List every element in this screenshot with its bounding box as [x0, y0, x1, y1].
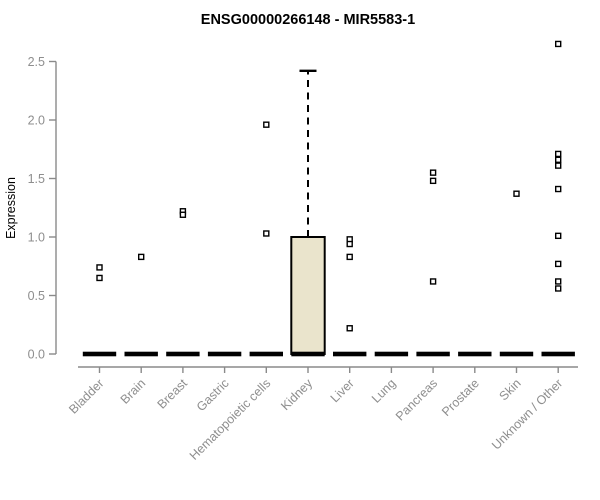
median-line-brain	[124, 351, 158, 357]
y-tick-label: 1.5	[28, 172, 45, 186]
x-tick-label-gastric: Gastric	[194, 376, 232, 414]
x-tick-label-liver: Liver	[328, 376, 357, 405]
outlier-point-liver	[346, 240, 353, 248]
outlier-point-pancreas	[429, 169, 437, 176]
outlier-point-brain	[137, 253, 145, 261]
y-tick-label: 1.0	[28, 231, 45, 245]
outlier-point-breast	[179, 211, 187, 218]
x-tick-label-lung: Lung	[369, 376, 399, 406]
median-line-liver	[333, 351, 367, 357]
y-axis-label: Expression	[4, 177, 18, 239]
x-tick-label-skin: Skin	[497, 376, 524, 403]
x-tick-label-bladder: Bladder	[66, 376, 106, 416]
outlier-point-unknown-other	[555, 156, 562, 163]
median-line-gastric	[207, 351, 242, 357]
x-tick-label-kidney: Kidney	[278, 376, 315, 413]
outlier-point-pancreas	[429, 177, 437, 185]
median-line-pancreas	[416, 351, 450, 357]
outlier-point-unknown-other	[555, 40, 562, 48]
median-line-prostate	[458, 351, 492, 357]
outlier-point-unknown-other	[555, 278, 562, 285]
plot-area: 0.0 0.5 1.0 1.5 2.0 2.5 Bladder Brain Breast Gast…	[28, 40, 578, 463]
y-tick-label: 2.0	[28, 114, 45, 128]
x-tick-label-pancreas: Pancreas	[393, 376, 440, 423]
median-line-skin	[499, 351, 534, 357]
y-tick-label: 0.0	[28, 348, 45, 362]
median-line-lung	[374, 351, 409, 357]
outlier-point-unknown-other	[555, 260, 562, 268]
x-tick-label-breast: Breast	[155, 376, 191, 412]
y-tick-label: 0.5	[28, 289, 45, 303]
median-line-kidney	[291, 351, 325, 357]
outlier-point-unknown-other	[555, 185, 562, 193]
median-line-breast	[166, 351, 200, 357]
y-tick-label: 2.5	[28, 55, 45, 69]
x-tick-label-prostate: Prostate	[439, 376, 482, 419]
chart-title: ENSG00000266148 - MIR5583-1	[201, 12, 415, 28]
outlier-point-bladder	[96, 264, 103, 271]
median-line-hematopoietic-cells	[249, 351, 283, 357]
outlier-point-unknown-other	[555, 150, 562, 158]
outlier-point-liver	[346, 253, 353, 261]
x-tick-label-hematopoietic-cells: Hematopoietic cells	[187, 376, 274, 463]
outlier-point-hematopoietic-cells	[263, 121, 270, 128]
x-tick-label-brain: Brain	[118, 376, 149, 407]
outlier-point-skin	[513, 190, 520, 197]
outlier-point-unknown-other	[555, 162, 562, 169]
outlier-point-unknown-other	[555, 232, 562, 240]
median-line-unknown-other	[541, 351, 575, 357]
box-kidney	[290, 236, 326, 355]
outlier-point-pancreas	[429, 278, 437, 285]
outlier-point-unknown-other	[555, 285, 562, 292]
outlier-point-hematopoietic-cells	[263, 230, 270, 237]
outlier-point-bladder	[96, 274, 103, 282]
median-line-bladder	[82, 351, 117, 357]
x-tick-label-unknown-other: Unknown / Other	[489, 376, 565, 452]
outlier-point-liver	[346, 325, 353, 332]
